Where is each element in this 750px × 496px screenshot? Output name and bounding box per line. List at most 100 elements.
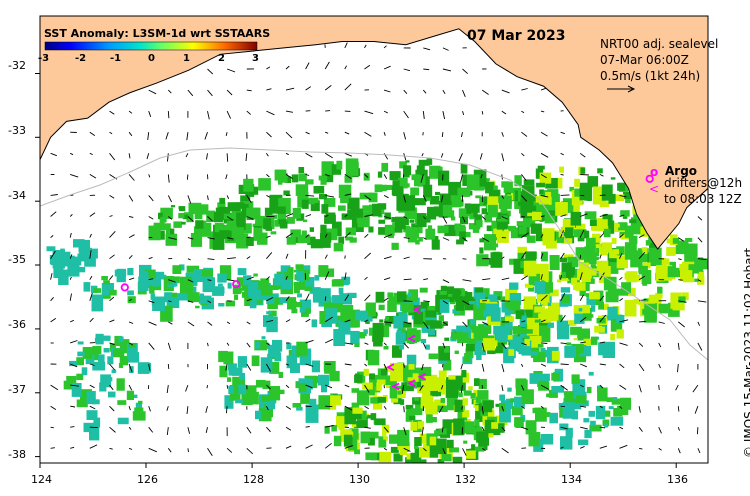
sst-cell xyxy=(470,318,475,325)
current-vector xyxy=(697,342,703,351)
current-vector xyxy=(560,384,568,391)
current-vector xyxy=(383,110,389,114)
sst-cell xyxy=(369,373,375,380)
current-vector xyxy=(305,384,313,389)
sst-cell xyxy=(144,275,155,289)
sst-cell xyxy=(437,225,449,234)
colorbar-tick: -3 xyxy=(38,53,50,64)
sst-cell xyxy=(283,266,289,272)
sst-cell xyxy=(350,330,360,345)
sst-cell xyxy=(450,216,456,221)
current-vector xyxy=(540,405,544,409)
sst-cell xyxy=(286,342,292,350)
current-vector xyxy=(540,174,547,179)
current-vector xyxy=(69,152,74,156)
sst-cell xyxy=(628,287,636,297)
sst-cell xyxy=(454,350,459,354)
sst-cell xyxy=(511,308,518,314)
current-vector xyxy=(364,294,371,302)
current-vector xyxy=(521,152,525,157)
current-vector xyxy=(50,297,54,302)
current-vector xyxy=(580,213,588,217)
sst-cell xyxy=(289,301,297,308)
sst-cell xyxy=(237,268,247,275)
sst-cell xyxy=(589,219,597,226)
sst-cell xyxy=(477,390,489,400)
current-vector xyxy=(324,316,333,323)
sst-cell xyxy=(108,391,116,398)
sst-cell xyxy=(540,434,554,445)
current-vector xyxy=(403,68,411,72)
sst-cell xyxy=(109,289,117,296)
sst-cell xyxy=(190,233,203,247)
current-vector xyxy=(580,426,588,430)
sst-cell xyxy=(584,269,591,275)
sst-cell xyxy=(440,431,451,438)
current-vector xyxy=(285,110,293,113)
sst-cell xyxy=(251,186,259,195)
current-vector xyxy=(50,318,57,323)
current-vector xyxy=(599,426,606,429)
sst-cell xyxy=(410,408,423,415)
current-vector xyxy=(166,427,169,436)
current-vector xyxy=(521,195,528,202)
sst-cell xyxy=(481,208,488,215)
sst-cell xyxy=(182,214,189,220)
sst-cell xyxy=(460,213,466,216)
sst-cell xyxy=(456,325,465,332)
sst-cell xyxy=(526,235,536,243)
sst-cell xyxy=(419,287,428,293)
sst-cell xyxy=(479,302,486,311)
current-vector xyxy=(364,276,368,281)
sst-cell xyxy=(227,230,235,242)
current-vector xyxy=(148,89,157,95)
sst-cell xyxy=(249,391,259,405)
plot-frame xyxy=(39,15,709,464)
sst-cell xyxy=(616,329,624,339)
sst-cell xyxy=(127,268,134,276)
current-vector xyxy=(421,153,424,157)
sst-cell xyxy=(258,280,269,290)
current-vector xyxy=(462,300,470,305)
current-vector xyxy=(501,195,505,199)
current-vector xyxy=(187,279,194,283)
sst-cell xyxy=(331,295,343,307)
current-vector xyxy=(619,444,628,449)
current-vector xyxy=(540,384,550,390)
current-vector xyxy=(364,319,369,323)
sst-cell xyxy=(340,194,349,204)
current-vector xyxy=(482,278,491,281)
sst-cell xyxy=(655,268,665,282)
sst-cell xyxy=(411,174,420,181)
sst-cell xyxy=(444,337,450,341)
sst-cell xyxy=(71,383,82,397)
sst-cell xyxy=(261,336,266,340)
current-vector xyxy=(285,232,294,238)
sst-cell xyxy=(472,228,480,233)
current-vector xyxy=(403,300,413,302)
sst-cell xyxy=(229,385,241,401)
current-vector xyxy=(638,342,644,347)
sst-cell xyxy=(312,289,326,303)
current-vector xyxy=(364,174,369,178)
sst-cell xyxy=(532,432,541,440)
sst-cell xyxy=(217,283,223,287)
sst-cell xyxy=(645,240,651,246)
sst-cell xyxy=(117,417,129,425)
sst-cell xyxy=(518,328,530,335)
sst-cell xyxy=(463,440,468,444)
current-vector xyxy=(462,89,466,97)
sst-cell xyxy=(488,189,501,203)
current-vector xyxy=(422,216,427,220)
sst-cell xyxy=(539,196,552,205)
sst-cell xyxy=(226,220,237,228)
sst-cell xyxy=(202,269,214,277)
sst-cell xyxy=(81,367,88,376)
current-vector xyxy=(266,405,269,411)
current-vector xyxy=(70,173,79,178)
current-vector xyxy=(89,250,92,259)
sst-cell xyxy=(367,350,380,366)
sst-cell xyxy=(408,311,414,316)
current-vector xyxy=(89,131,96,136)
sst-cell xyxy=(172,281,178,287)
